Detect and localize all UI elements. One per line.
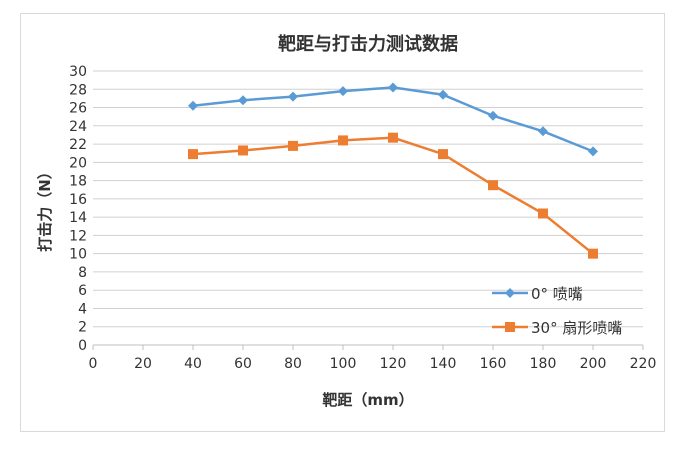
x-tick-label: 60 — [234, 356, 252, 372]
data-point-diamond — [238, 95, 248, 106]
data-point-square — [538, 208, 548, 219]
y-tick-label: 16 — [69, 192, 87, 208]
legend-label-1: 30° 扇形喷嘴 — [531, 319, 622, 337]
x-tick-label: 140 — [430, 356, 457, 372]
x-tick-label: 0 — [89, 356, 98, 372]
data-point-diamond — [538, 126, 548, 137]
x-tick-label: 120 — [380, 356, 407, 372]
y-tick-label: 10 — [69, 247, 87, 263]
legend-label-0: 0° 喷嘴 — [531, 285, 583, 303]
data-point-square — [288, 140, 298, 151]
y-tick-label: 24 — [69, 119, 87, 135]
x-tick-label: 220 — [630, 356, 657, 372]
x-tick-label: 20 — [134, 356, 152, 372]
data-point-diamond — [188, 100, 198, 111]
y-tick-label: 22 — [69, 137, 87, 153]
x-tick-label: 200 — [580, 356, 607, 372]
data-point-square — [588, 248, 598, 259]
series-line-1 — [192, 136, 594, 255]
y-tick-label: 20 — [69, 155, 87, 171]
x-tick-label: 100 — [330, 356, 357, 372]
x-tick-label: 40 — [184, 356, 202, 372]
y-tick-label: 0 — [78, 338, 87, 354]
x-tick-label: 180 — [530, 356, 557, 372]
y-tick-label: 12 — [69, 228, 87, 244]
data-point-diamond — [505, 288, 515, 298]
data-point-square — [238, 145, 248, 156]
data-point-square — [505, 322, 515, 332]
y-tick-label: 30 — [69, 64, 87, 80]
y-tick-label: 4 — [78, 301, 87, 317]
x-tick-label: 80 — [284, 356, 302, 372]
y-tick-label: 26 — [69, 101, 87, 117]
y-axis-label: 打击力（N） — [36, 164, 54, 252]
y-tick-label: 28 — [69, 82, 87, 98]
data-point-diamond — [438, 89, 448, 100]
data-point-square — [188, 149, 198, 160]
data-point-diamond — [288, 91, 298, 102]
y-tick-label: 2 — [78, 320, 87, 336]
y-tick-label: 18 — [69, 174, 87, 190]
data-point-diamond — [388, 82, 398, 93]
y-tick-label: 14 — [69, 210, 87, 226]
data-point-diamond — [488, 110, 498, 121]
data-point-square — [488, 180, 498, 191]
x-tick-label: 160 — [480, 356, 507, 372]
chart-frame — [20, 13, 665, 432]
data-point-diamond — [338, 86, 348, 97]
data-point-square — [438, 149, 448, 160]
data-point-diamond — [588, 146, 598, 157]
chart-title: 靶距与打击力测试数据 — [278, 33, 458, 55]
data-point-square — [388, 132, 398, 143]
y-tick-label: 6 — [78, 283, 87, 299]
y-tick-label: 8 — [78, 265, 87, 281]
x-axis-label: 靶距（mm） — [322, 391, 413, 409]
data-point-square — [338, 135, 348, 146]
